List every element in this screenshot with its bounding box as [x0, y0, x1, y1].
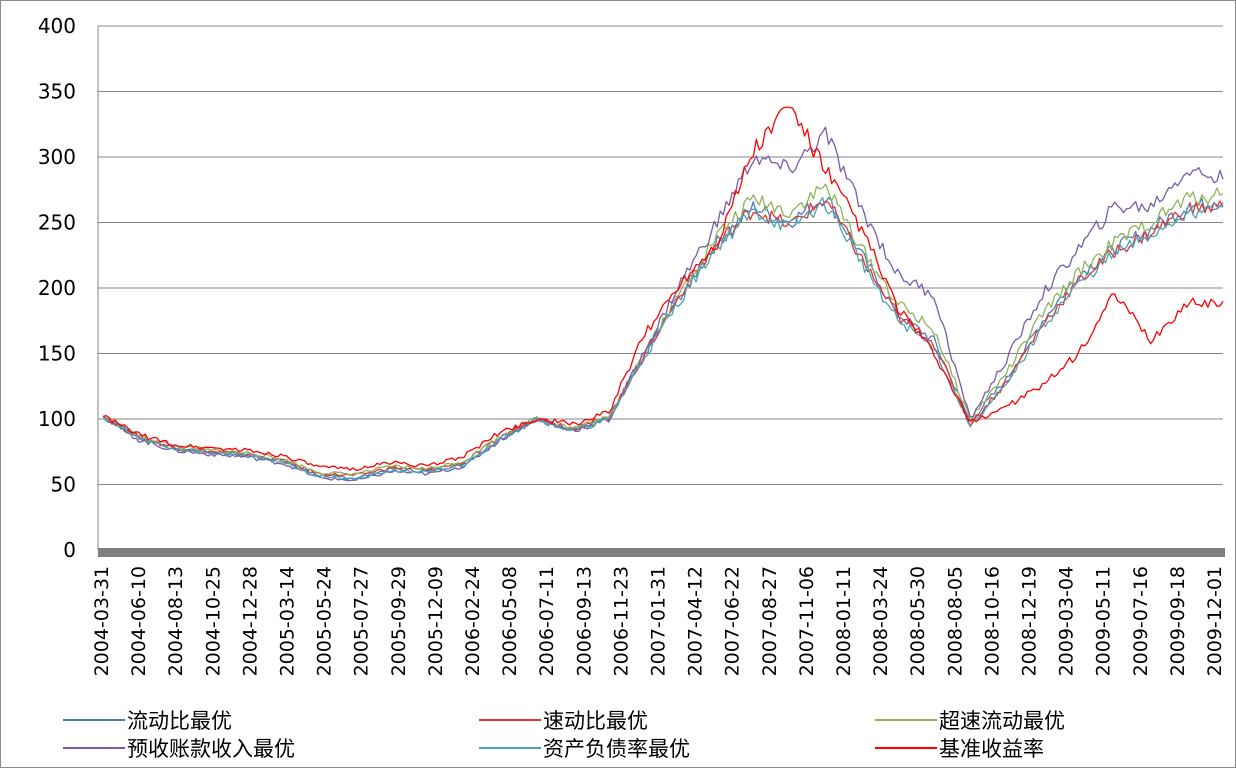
x-tick-label: 2008-12-19 — [1019, 566, 1041, 676]
x-tick-label: 2007-01-31 — [648, 566, 670, 676]
x-tick-label: 2009-12-01 — [1204, 566, 1226, 676]
x-axis-band — [98, 548, 1225, 557]
x-tick-label: 2009-03-04 — [1056, 566, 1078, 676]
x-tick-label: 2005-09-29 — [388, 566, 410, 676]
x-tick-label: 2008-03-24 — [870, 566, 892, 676]
x-tick-label: 2009-07-16 — [1130, 566, 1152, 676]
x-tick-label: 2008-05-30 — [907, 566, 929, 676]
x-tick-label: 2006-11-23 — [610, 566, 632, 676]
x-tick-label: 2007-11-06 — [796, 566, 818, 676]
series-line — [102, 200, 1224, 477]
y-tick-label: 300 — [38, 145, 76, 169]
x-tick-label: 2004-06-10 — [128, 566, 150, 676]
y-tick-label: 100 — [38, 407, 76, 431]
x-tick-label: 2007-08-27 — [759, 566, 781, 676]
series-line — [102, 196, 1224, 480]
x-tick-label: 2008-08-05 — [944, 566, 966, 676]
legend-label: 流动比最优 — [127, 709, 232, 733]
y-tick-label: 150 — [38, 342, 76, 366]
x-tick-label: 2004-03-31 — [91, 566, 113, 676]
x-tick-label: 2005-03-14 — [277, 566, 299, 676]
series-line — [102, 196, 1224, 481]
x-tick-label: 2008-10-16 — [981, 566, 1003, 676]
x-tick-label: 2004-12-28 — [239, 566, 261, 676]
y-tick-label: 50 — [51, 473, 76, 497]
y-tick-label: 350 — [38, 80, 76, 104]
series-line — [102, 126, 1224, 482]
x-tick-label: 2006-09-13 — [573, 566, 595, 676]
x-tick-label: 2006-02-24 — [462, 566, 484, 676]
x-tick-label: 2004-08-13 — [165, 566, 187, 676]
x-tick-label: 2006-05-08 — [499, 566, 521, 676]
x-tick-label: 2007-06-22 — [722, 566, 744, 676]
x-tick-label: 2007-04-12 — [685, 566, 707, 676]
x-tick-label: 2005-05-24 — [314, 566, 336, 676]
x-tick-label: 2009-05-11 — [1093, 566, 1115, 676]
x-tick-label: 2005-12-09 — [425, 566, 447, 676]
legend-label: 资产负债率最优 — [543, 737, 690, 761]
series-line — [102, 183, 1224, 477]
y-tick-label: 250 — [38, 211, 76, 235]
y-tick-label: 200 — [38, 276, 76, 300]
legend-label: 预收账款收入最优 — [127, 737, 295, 761]
x-tick-label: 2009-09-18 — [1167, 566, 1189, 676]
y-tick-label: 0 — [63, 538, 76, 562]
x-tick-label: 2004-10-25 — [202, 566, 224, 676]
series-line — [102, 106, 1224, 471]
x-tick-label: 2005-07-27 — [351, 566, 373, 676]
legend-label: 基准收益率 — [939, 737, 1044, 761]
legend-label: 速动比最优 — [543, 709, 648, 733]
legend-label: 超速流动最优 — [939, 709, 1065, 733]
x-tick-label: 2006-07-11 — [536, 566, 558, 676]
y-tick-label: 400 — [38, 14, 76, 38]
x-tick-label: 2008-01-11 — [833, 566, 855, 676]
